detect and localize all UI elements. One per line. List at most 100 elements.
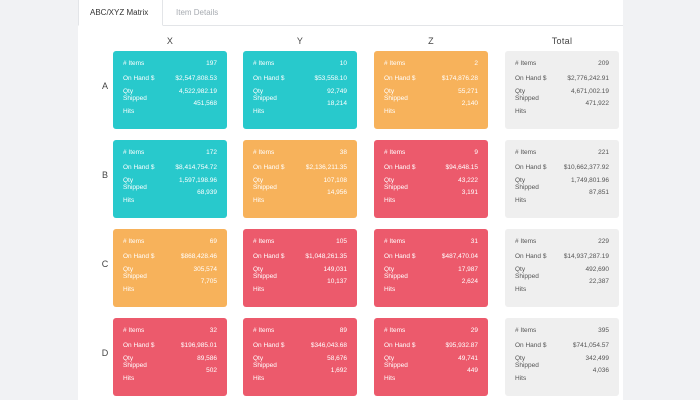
hits-value: 68,939 <box>197 189 217 196</box>
items-label: # Items <box>123 60 145 67</box>
matrix-cell-a-x[interactable]: # Items 197 On Hand $ $2,547,808.53 Qty Shipp… <box>113 51 227 129</box>
hits-label: Hits <box>123 286 135 293</box>
qty-shipped-value: 305,574 <box>193 266 218 273</box>
matrix-cell-a-total: # Items 209 On Hand $ $2,776,242.91 Qty Shipp… <box>505 51 619 129</box>
shipped-label: Shipped <box>384 273 408 280</box>
hits-label: Hits <box>515 375 527 382</box>
column-header-x: X <box>166 36 174 46</box>
onhand-value: $95,932.87 <box>445 342 478 349</box>
shipped-label: Shipped <box>253 95 277 102</box>
qty-shipped-value: 149,031 <box>323 266 348 273</box>
hits-value: 3,191 <box>461 189 478 196</box>
matrix-cell-d-y[interactable]: # Items 89 On Hand $ $346,043.68 Qty Shipped 5… <box>243 318 357 396</box>
hits-value: 10,137 <box>327 278 347 285</box>
items-value: 105 <box>336 238 347 245</box>
items-label: # Items <box>515 327 537 334</box>
tab-item-details[interactable]: Item Details <box>176 8 219 17</box>
onhand-value: $174,876.28 <box>441 75 478 82</box>
matrix-cell-c-z[interactable]: # Items 31 On Hand $ $487,470.04 Qty Shipped 1… <box>374 229 488 307</box>
items-label: # Items <box>384 149 406 156</box>
matrix-cell-b-z[interactable]: # Items 9 On Hand $ $94,648.15 Qty Shipped 43,… <box>374 140 488 218</box>
onhand-label: On Hand $ <box>384 164 416 171</box>
matrix-cell-c-x[interactable]: # Items 69 On Hand $ $868,428.46 Qty Shipped 3… <box>113 229 227 307</box>
onhand-value: $2,136,211.35 <box>305 164 347 171</box>
hits-label: Hits <box>253 375 265 382</box>
matrix-cell-b-x[interactable]: # Items 172 On Hand $ $8,414,754.72 Qty Shipp… <box>113 140 227 218</box>
onhand-value: $346,043.68 <box>310 342 347 349</box>
hits-value: 18,214 <box>327 100 347 107</box>
shipped-label: Shipped <box>515 184 539 191</box>
row-header-c: C <box>101 259 109 269</box>
onhand-label: On Hand $ <box>123 75 155 82</box>
items-value: 32 <box>209 327 217 334</box>
hits-label: Hits <box>384 286 396 293</box>
tab-bar: ABC/XYZ Matrix Item Details <box>78 0 623 26</box>
items-label: # Items <box>253 327 275 334</box>
qty-shipped-value: 55,271 <box>458 88 478 95</box>
qty-label: Qty <box>123 88 134 95</box>
items-value: 69 <box>209 238 217 245</box>
matrix-cell-a-z[interactable]: # Items 2 On Hand $ $174,876.28 Qty Shipped 55… <box>374 51 488 129</box>
shipped-label: Shipped <box>123 184 147 191</box>
items-value: 10 <box>339 60 347 67</box>
onhand-label: On Hand $ <box>515 342 547 349</box>
shipped-label: Shipped <box>123 362 147 369</box>
items-value: 38 <box>339 149 347 156</box>
qty-label: Qty <box>123 266 134 273</box>
qty-shipped-value: 4,671,002.19 <box>571 88 609 95</box>
hits-label: Hits <box>253 108 265 115</box>
matrix-cell-c-y[interactable]: # Items 105 On Hand $ $1,048,261.35 Qty Shipp… <box>243 229 357 307</box>
qty-label: Qty <box>515 177 526 184</box>
qty-label: Qty <box>384 266 395 273</box>
items-label: # Items <box>384 327 406 334</box>
shipped-label: Shipped <box>384 95 408 102</box>
qty-label: Qty <box>515 88 526 95</box>
hits-label: Hits <box>253 197 265 204</box>
qty-label: Qty <box>123 355 134 362</box>
hits-label: Hits <box>515 108 527 115</box>
onhand-value: $53,558.10 <box>314 75 347 82</box>
hits-value: 7,705 <box>200 278 217 285</box>
qty-shipped-value: 17,987 <box>458 266 478 273</box>
items-label: # Items <box>515 60 537 67</box>
hits-label: Hits <box>123 197 135 204</box>
qty-label: Qty <box>253 266 264 273</box>
items-value: 2 <box>474 60 478 67</box>
matrix-cell-a-y[interactable]: # Items 10 On Hand $ $53,558.10 Qty Shipped 92… <box>243 51 357 129</box>
qty-shipped-value: 92,749 <box>327 88 347 95</box>
onhand-value: $94,648.15 <box>445 164 478 171</box>
hits-value: 22,387 <box>589 278 609 285</box>
shipped-label: Shipped <box>384 362 408 369</box>
items-label: # Items <box>253 60 275 67</box>
matrix-cell-b-total: # Items 221 On Hand $ $10,662,377.92 Qty Ship… <box>505 140 619 218</box>
matrix-cell-d-z[interactable]: # Items 29 On Hand $ $95,932.87 Qty Shipped 49… <box>374 318 488 396</box>
onhand-label: On Hand $ <box>253 253 285 260</box>
qty-label: Qty <box>515 266 526 273</box>
matrix-cell-d-total: # Items 395 On Hand $ $741,054.57 Qty Shipped… <box>505 318 619 396</box>
qty-shipped-value: 492,690 <box>585 266 610 273</box>
onhand-label: On Hand $ <box>253 164 285 171</box>
qty-shipped-value: 342,499 <box>585 355 610 362</box>
row-header-a: A <box>101 81 108 91</box>
onhand-value: $2,547,808.53 <box>175 75 217 82</box>
hits-label: Hits <box>384 375 396 382</box>
hits-label: Hits <box>384 108 396 115</box>
hits-label: Hits <box>515 286 527 293</box>
items-value: 221 <box>598 149 609 156</box>
hits-value: 14,956 <box>327 189 347 196</box>
matrix-cell-b-y[interactable]: # Items 38 On Hand $ $2,136,211.35 Qty Shippe… <box>243 140 357 218</box>
onhand-label: On Hand $ <box>253 75 285 82</box>
items-label: # Items <box>515 149 537 156</box>
onhand-label: On Hand $ <box>384 342 416 349</box>
shipped-label: Shipped <box>384 184 408 191</box>
qty-label: Qty <box>515 355 526 362</box>
shipped-label: Shipped <box>123 273 147 280</box>
matrix-cell-d-x[interactable]: # Items 32 On Hand $ $196,985.01 Qty Shipped 8… <box>113 318 227 396</box>
items-value: 209 <box>598 60 609 67</box>
items-value: 395 <box>598 327 609 334</box>
items-value: 89 <box>339 327 347 334</box>
onhand-value: $868,428.46 <box>180 253 217 260</box>
matrix-cell-c-total: # Items 229 On Hand $ $14,937,287.19 Qty Ship… <box>505 229 619 307</box>
tab-abc-xyz-matrix[interactable]: ABC/XYZ Matrix <box>78 0 163 26</box>
qty-shipped-value: 1,597,198.96 <box>179 177 217 184</box>
